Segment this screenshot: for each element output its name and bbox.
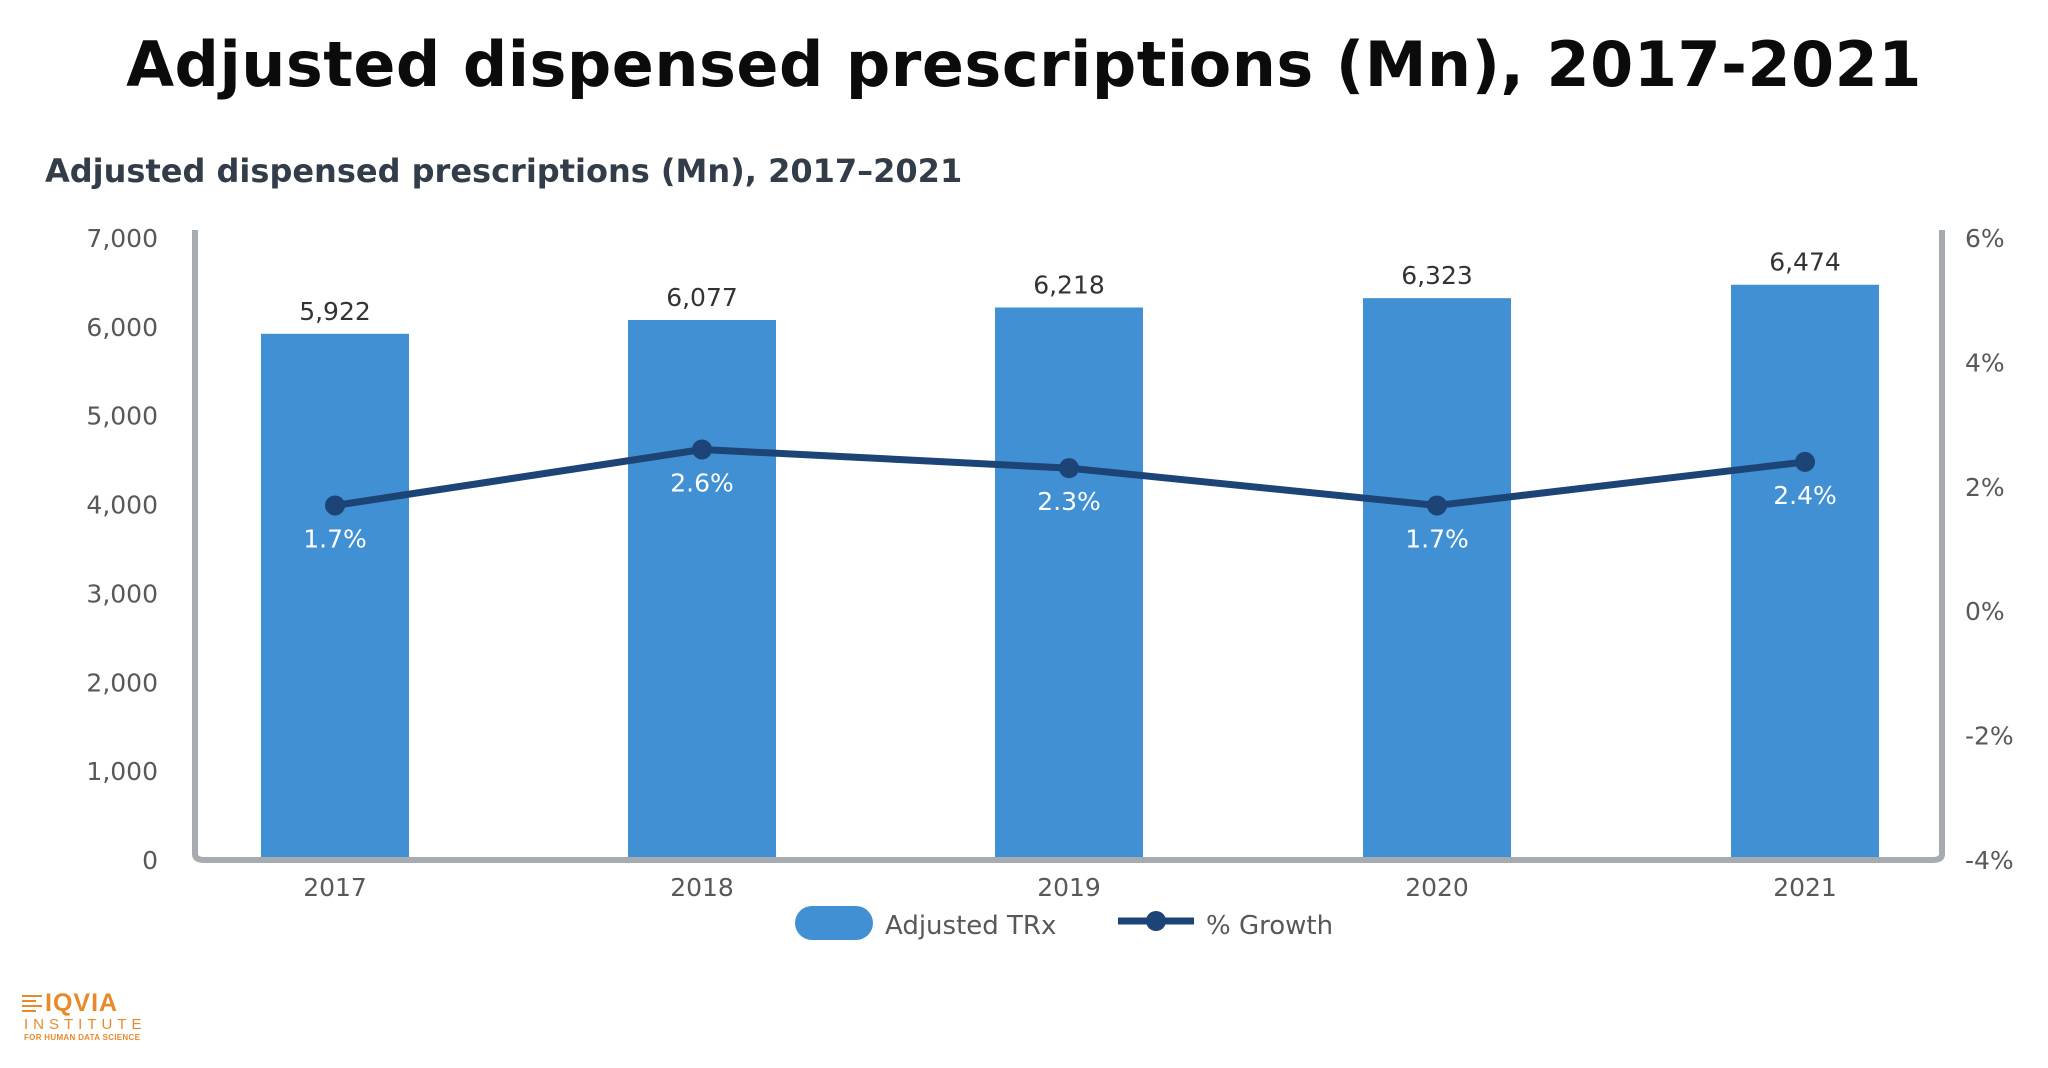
- bar-label-2018: 6,077: [666, 283, 738, 312]
- page-title: Adjusted dispensed prescriptions (Mn), 2…: [126, 28, 1922, 101]
- growth-point-2019: [1059, 458, 1079, 479]
- y-right-tick--4: -4%: [1965, 846, 2014, 875]
- bar-label-2019: 6,218: [1033, 270, 1105, 299]
- y-right-tick-0: 0%: [1965, 597, 2005, 626]
- y-right-tick-4: 4%: [1965, 348, 2005, 377]
- axis-frame: [192, 230, 1945, 863]
- growth-label-2019: 2.3%: [1037, 487, 1101, 516]
- logo-sub: INSTITUTE: [24, 1016, 147, 1033]
- y-right-tick--2: -2%: [1965, 722, 2014, 751]
- bar-label-2017: 5,922: [299, 297, 371, 326]
- x-tick-2020: 2020: [1405, 873, 1469, 902]
- bar-2018: [628, 320, 776, 860]
- y-left-tick-0: 0: [142, 846, 158, 875]
- logo-name: IQVIA: [45, 989, 119, 1017]
- bar-2019: [995, 307, 1143, 860]
- logo-tagline: FOR HUMAN DATA SCIENCE: [24, 1033, 141, 1042]
- growth-label-2021: 2.4%: [1773, 481, 1837, 510]
- bar-2017: [261, 333, 409, 861]
- growth-label-2018: 2.6%: [670, 468, 734, 497]
- growth-point-2018: [692, 439, 712, 460]
- y-left-tick-2000: 2,000: [86, 668, 158, 697]
- y-right-tick-6: 6%: [1965, 224, 2005, 253]
- chart-title: Adjusted dispensed prescriptions (Mn), 2…: [45, 152, 962, 190]
- growth-point-2020: [1427, 495, 1447, 516]
- bar-2021: [1731, 284, 1879, 860]
- growth-point-2017: [325, 495, 345, 516]
- bar-label-2021: 6,474: [1769, 248, 1841, 277]
- y-left-tick-3000: 3,000: [86, 579, 158, 608]
- legend-line-label: % Growth: [1206, 911, 1333, 941]
- x-tick-2019: 2019: [1037, 873, 1101, 902]
- y-right-tick-2: 2%: [1965, 473, 2005, 502]
- growth-label-2020: 1.7%: [1405, 524, 1469, 553]
- y-left-tick-5000: 5,000: [86, 402, 158, 431]
- x-tick-2018: 2018: [670, 873, 734, 902]
- growth-point-2021: [1795, 451, 1815, 472]
- logo-bars-icon: [22, 994, 42, 1012]
- y-left-tick-4000: 4,000: [86, 491, 158, 520]
- y-left-tick-1000: 1,000: [86, 757, 158, 786]
- legend-bar-label: Adjusted TRx: [885, 911, 1056, 941]
- bar-2020: [1363, 298, 1511, 861]
- y-left-tick-6000: 6,000: [86, 313, 158, 342]
- growth-label-2017: 1.7%: [303, 524, 367, 553]
- legend-line-dot: [1146, 911, 1166, 931]
- iqvia-logo: IQVIA INSTITUTE FOR HUMAN DATA SCIENCE: [22, 990, 172, 1042]
- legend-bar-swatch: [795, 906, 873, 940]
- y-left-tick-7000: 7,000: [86, 224, 158, 253]
- x-tick-2017: 2017: [303, 873, 367, 902]
- bar-label-2020: 6,323: [1401, 261, 1473, 290]
- x-tick-2021: 2021: [1773, 873, 1837, 902]
